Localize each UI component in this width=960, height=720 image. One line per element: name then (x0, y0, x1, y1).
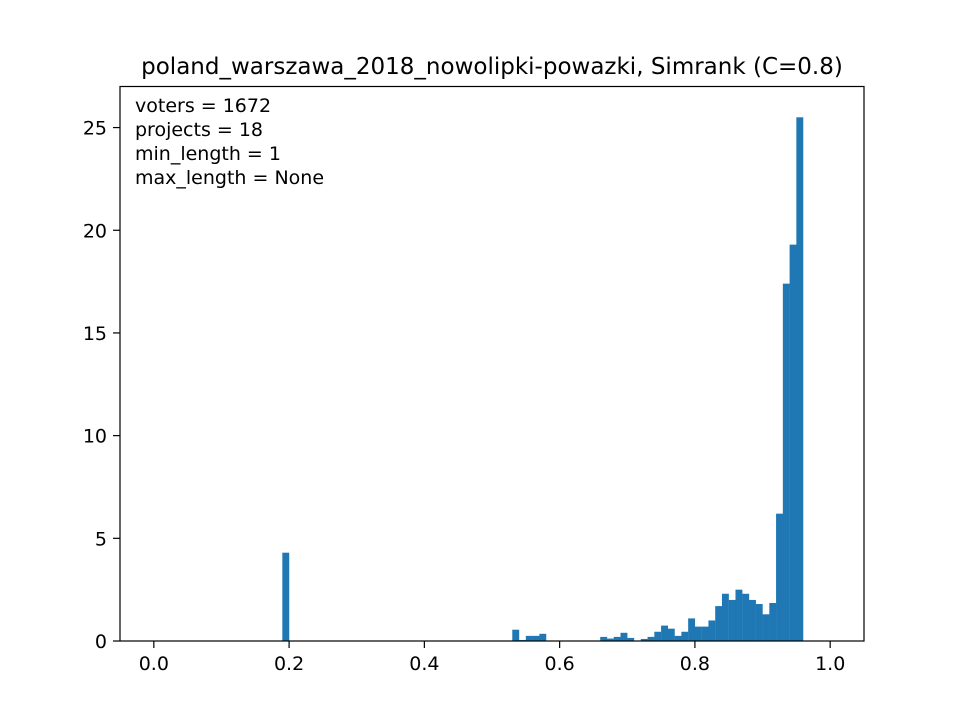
histogram-bar (539, 633, 547, 641)
histogram-bar (735, 589, 743, 641)
histogram-bar (674, 635, 682, 641)
histogram-bar (776, 513, 783, 641)
histogram-bar (688, 618, 696, 641)
x-axis: 0.0 0.2 0.4 0.6 0.8 1.0 (139, 641, 845, 675)
annotation-line: voters = 1672 (135, 95, 271, 117)
histogram-bar (525, 635, 533, 641)
y-tick-label: 20 (83, 220, 107, 242)
histogram-bar (721, 593, 729, 641)
histogram-bar (762, 614, 770, 641)
y-axis: 0 5 10 15 20 25 (83, 118, 120, 653)
histogram-bar (647, 636, 655, 641)
histogram-bar (728, 599, 736, 641)
histogram-bar (708, 620, 716, 641)
chart-title: poland_warszawa_2018_nowolipki-powazki, … (141, 54, 843, 80)
histogram-bar (681, 631, 689, 641)
histogram-bars (282, 117, 804, 641)
x-tick-label: 0.6 (545, 653, 575, 675)
plot-frame (119, 85, 865, 642)
x-tick-label: 0.2 (274, 653, 304, 675)
histogram-bar (512, 629, 520, 641)
x-tick-label: 0.8 (680, 653, 710, 675)
histogram-bar (661, 625, 668, 641)
histogram-bar (532, 635, 540, 641)
histogram-bar (796, 117, 804, 641)
histogram-bar (606, 638, 614, 641)
histogram-bar (694, 626, 702, 641)
histogram-bar (789, 244, 797, 641)
histogram-bar (749, 599, 756, 641)
y-tick-label: 10 (83, 426, 107, 448)
x-tick-label: 0.4 (409, 653, 439, 675)
histogram-bar (715, 606, 723, 641)
y-tick-label: 25 (83, 118, 107, 140)
histogram-bar (667, 628, 675, 641)
histogram-bar (620, 632, 628, 641)
histogram-bar (701, 626, 709, 641)
histogram-bar (613, 636, 621, 641)
y-tick-label: 15 (83, 323, 107, 345)
histogram-bar (782, 283, 790, 641)
y-tick-label: 0 (95, 631, 107, 653)
histogram-bar (282, 552, 290, 641)
x-tick-label: 0.0 (139, 653, 169, 675)
histogram-bar (600, 636, 608, 641)
histogram-bar (654, 631, 662, 641)
annotation-line: min_length = 1 (135, 143, 281, 165)
histogram-bar (640, 638, 648, 641)
histogram-bar (742, 593, 750, 641)
histogram-bar (769, 603, 777, 641)
x-tick-label: 1.0 (815, 653, 845, 675)
annotation-line: projects = 18 (135, 119, 263, 141)
histogram-bar (627, 637, 635, 641)
y-tick-label: 5 (95, 528, 107, 550)
annotation-line: max_length = None (135, 167, 324, 189)
histogram-bar (755, 604, 763, 641)
